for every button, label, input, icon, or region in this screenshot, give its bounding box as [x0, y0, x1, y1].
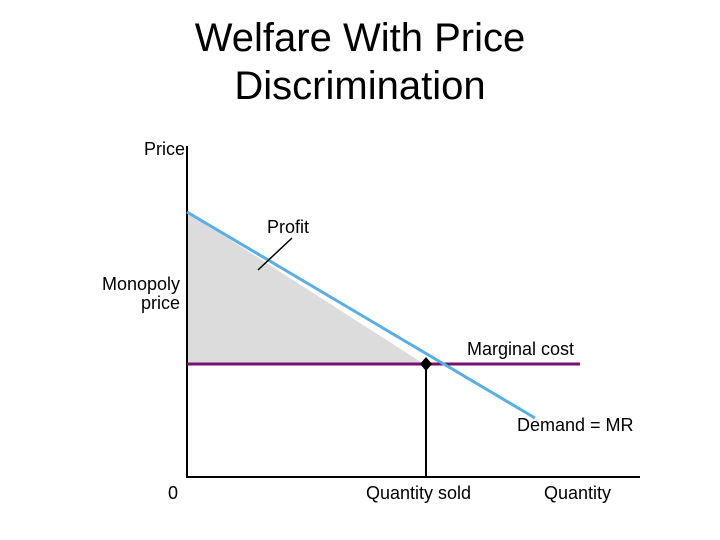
y-axis-label: Price [144, 139, 185, 159]
profit-label: Profit [267, 217, 309, 237]
equilibrium-point [420, 357, 432, 371]
demand-label: Demand = MR [517, 415, 634, 435]
title-line-1: Welfare With Price [194, 16, 526, 60]
monopoly-price-label-line-1: Monopoly [102, 274, 180, 294]
demand-line [186, 210, 536, 420]
origin-label: 0 [168, 483, 178, 503]
quantity-sold-label: Quantity sold [366, 483, 471, 503]
title-line-2: Discrimination [234, 64, 486, 108]
slide-title: Welfare With Price Discrimination [0, 14, 720, 110]
monopoly-price-label-line-2: price [141, 293, 180, 313]
profit-area [187, 212, 424, 364]
marginal-cost-label: Marginal cost [467, 339, 574, 359]
x-axis-label: Quantity [544, 483, 611, 503]
profit-pointer [257, 237, 293, 271]
